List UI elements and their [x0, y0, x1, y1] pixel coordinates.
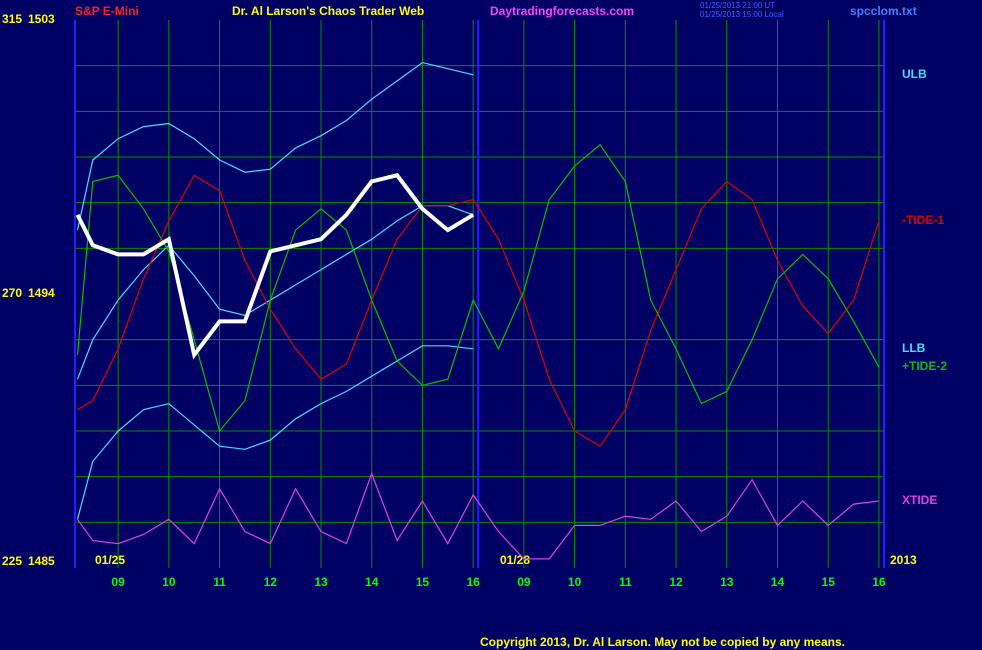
copyright: Copyright 2013, Dr. Al Larson. May not b…	[480, 635, 845, 649]
y2-tick-label: 315	[2, 12, 22, 26]
series-line	[75, 173, 475, 360]
x-tick-label: 09	[111, 575, 125, 589]
file-name: spcclom.txt	[850, 4, 917, 18]
x-tick-label: 11	[619, 575, 632, 589]
chart-title: Dr. Al Larson's Chaos Trader Web	[232, 4, 424, 18]
y-tick-label: 1503	[28, 12, 55, 26]
date-label: 2013	[890, 553, 917, 567]
y-tick-label: 1494	[28, 286, 55, 300]
series-label: LLB	[902, 341, 926, 355]
timestamp: 01/25/2013 21:00 UT	[700, 1, 775, 10]
x-tick-label: 16	[466, 575, 480, 589]
series-line	[77, 174, 880, 448]
series-label: -TIDE-1	[902, 213, 944, 227]
date-label: 01/28	[500, 553, 530, 567]
y2-tick-label: 225	[2, 554, 22, 568]
x-tick-label: 09	[517, 575, 531, 589]
x-tick-label: 14	[771, 575, 785, 589]
series-line	[76, 61, 474, 231]
date-label: 01/25	[95, 553, 125, 567]
x-tick-label: 14	[365, 575, 379, 589]
series-line	[76, 143, 880, 433]
instrument: S&P E-Mini	[75, 4, 139, 18]
x-tick-label: 15	[416, 575, 430, 589]
series-label: ULB	[902, 67, 927, 81]
x-tick-label: 16	[872, 575, 886, 589]
series-line	[76, 345, 474, 520]
y2-tick-label: 270	[2, 286, 22, 300]
x-tick-label: 13	[314, 575, 328, 589]
x-tick-label: 11	[213, 575, 226, 589]
series-label: XTIDE	[902, 493, 937, 507]
series-line	[77, 471, 879, 560]
series-label: +TIDE-2	[902, 359, 947, 373]
x-tick-label: 15	[822, 575, 836, 589]
x-tick-label: 10	[568, 575, 582, 589]
site: Daytradingforecasts.com	[490, 4, 634, 18]
x-tick-label: 12	[264, 575, 278, 589]
y-tick-label: 1485	[28, 554, 55, 568]
x-tick-label: 10	[162, 575, 176, 589]
timestamp: 01/25/2013 15:00 Local	[700, 10, 784, 19]
x-tick-label: 12	[669, 575, 683, 589]
x-tick-label: 13	[720, 575, 734, 589]
